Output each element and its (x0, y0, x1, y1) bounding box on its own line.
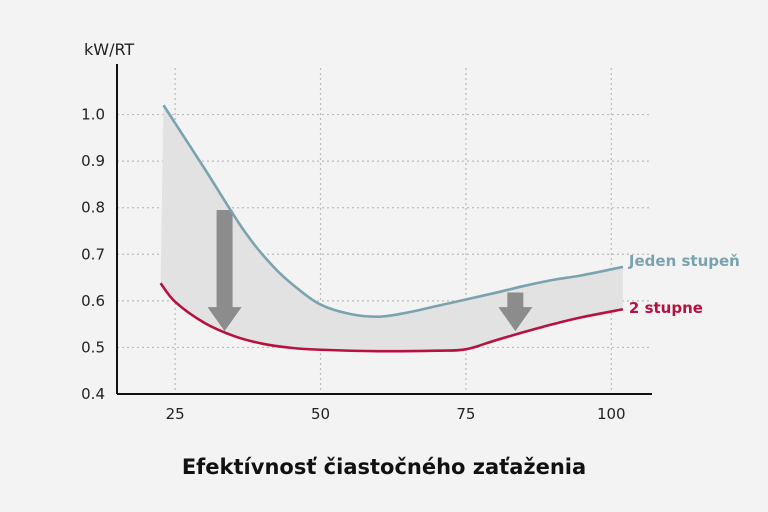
arrow-down-icon (207, 210, 242, 332)
y-axis-label: kW/RT (84, 40, 134, 59)
x-tick-label: 25 (166, 405, 185, 423)
series-label-2-stupne: 2 stupne (629, 299, 703, 317)
arrow-down-icon (498, 292, 533, 332)
y-tick-label: 0.7 (81, 245, 105, 263)
y-tick-label: 1.0 (81, 106, 105, 124)
x-tick-label: 100 (597, 405, 626, 423)
x-tick-labels: 25 50 75 100 (166, 405, 626, 423)
y-tick-label: 0.8 (81, 199, 105, 217)
x-axis-label: Efektívnosť čiastočného zaťaženia (181, 455, 587, 479)
series-line-jeden-stupen (162, 104, 624, 319)
y-tick-labels: 0.4 0.5 0.6 0.7 0.8 0.9 1.0 (81, 106, 105, 403)
y-tick-label: 0.4 (81, 385, 105, 403)
x-tick-label: 75 (456, 405, 475, 423)
y-tick-label: 0.5 (81, 338, 105, 356)
y-tick-label: 0.6 (81, 292, 105, 310)
x-tick-label: 50 (311, 405, 330, 423)
improvement-arrows (207, 210, 533, 332)
improvement-band (160, 105, 623, 352)
series-label-jeden-stupen: Jeden stupeň (628, 252, 740, 270)
series-line-2-stupne (159, 282, 624, 353)
y-tick-label: 0.9 (81, 152, 105, 170)
